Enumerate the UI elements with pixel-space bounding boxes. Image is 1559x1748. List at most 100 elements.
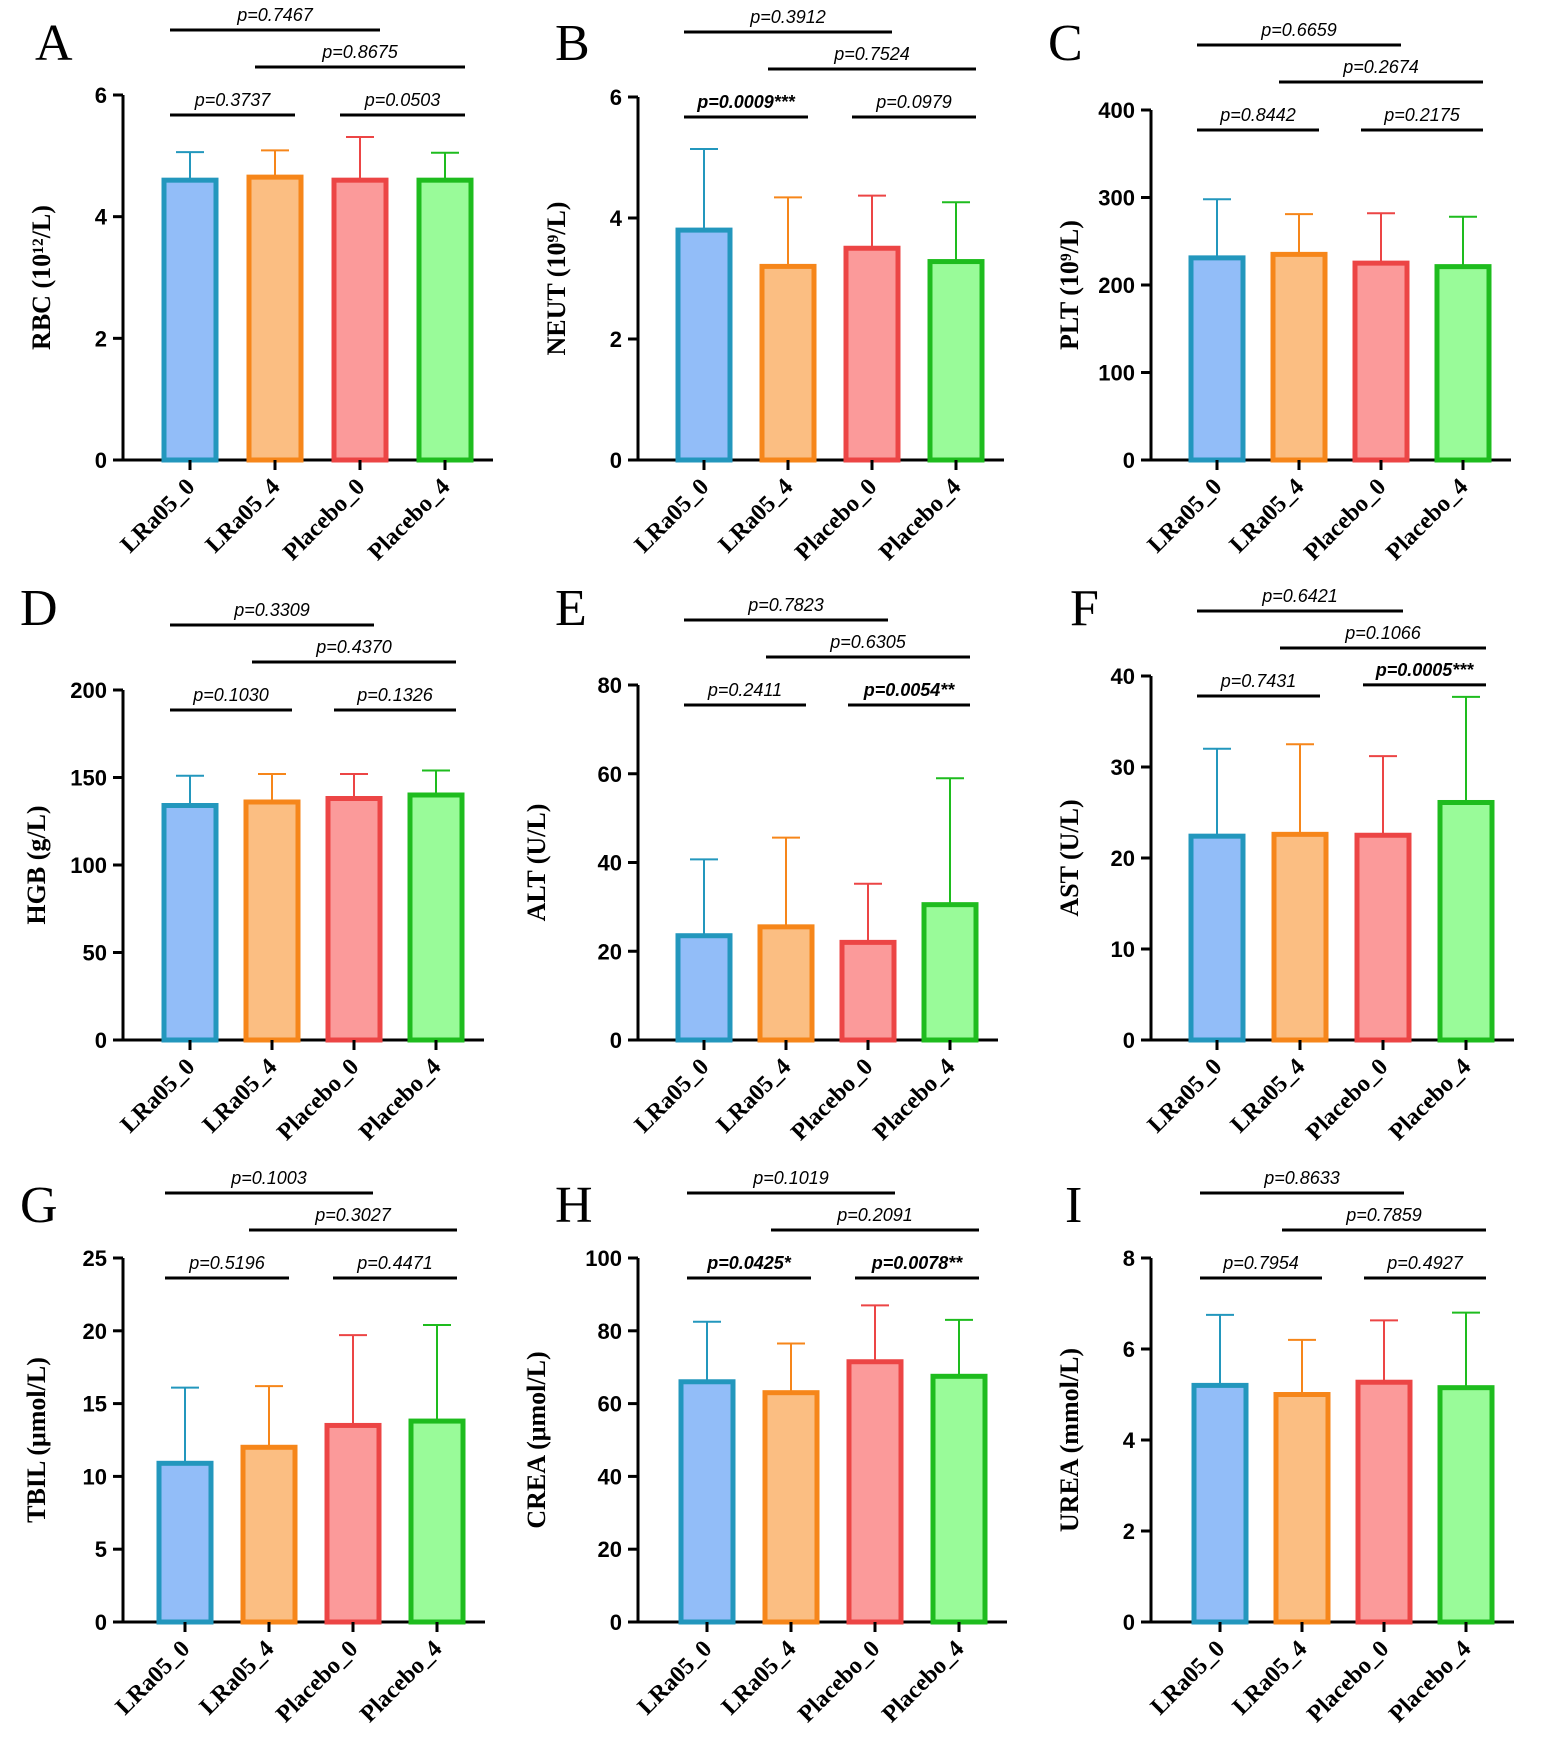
p-value-label: p=0.7431: [1220, 671, 1297, 691]
x-tick-label: Placebo_4: [355, 1636, 447, 1728]
bar: [675, 933, 733, 1043]
p-value-label: p=0.3309: [233, 600, 310, 620]
x-tick-label: LRa05_4: [714, 474, 798, 558]
y-tick-label: 0: [610, 448, 622, 473]
y-tick-label: 0: [95, 1610, 107, 1635]
p-value-label: p=0.4927: [1386, 1253, 1464, 1273]
bar: [846, 1359, 904, 1625]
bar: [1188, 833, 1246, 1043]
bar: [1352, 260, 1410, 463]
p-value-label: p=0.1003: [230, 1168, 307, 1188]
x-tick-label: LRa05_0: [630, 474, 714, 558]
x-tick-label: Placebo_0: [1299, 474, 1391, 566]
x-tick-label: Placebo_0: [1301, 1054, 1393, 1146]
y-tick-label: 6: [95, 83, 107, 108]
y-tick-label: 4: [95, 205, 108, 230]
bar: [408, 1418, 466, 1625]
p-value-label: p=0.2175: [1383, 105, 1461, 125]
chart-panel-h: H CREA (μmol/L) 0 20 40 60 80 100 LRa05_0 LRa05_4…: [522, 1168, 1007, 1728]
bar: [1434, 264, 1492, 463]
y-axis-label: PLT (10⁹/L): [1055, 220, 1084, 350]
bar: [1188, 255, 1246, 463]
p-value-label: p=0.7467: [236, 5, 314, 25]
x-tick-label: Placebo_0: [278, 474, 370, 566]
x-tick-label: LRa05_0: [630, 1054, 714, 1138]
y-tick-label: 20: [83, 1319, 107, 1344]
y-tick-label: 0: [1123, 1610, 1135, 1635]
p-value-label: p=0.3912: [749, 7, 826, 27]
y-tick-label: 40: [598, 1464, 622, 1489]
y-tick-label: 4: [610, 206, 623, 231]
chart-panel-a: A RBC (10¹²/L) 0 2 4 6 LRa05_0 LRa05_4Placebo_0…: [27, 5, 493, 566]
x-tick-label: LRa05_0: [1146, 1636, 1230, 1720]
y-axis-label: TBIL (μmol/L): [22, 1357, 51, 1523]
p-value-label: p=0.7954: [1222, 1253, 1299, 1273]
p-value-label: p=0.5196: [188, 1253, 266, 1273]
bar: [839, 939, 897, 1043]
p-value-label: p=0.0009***: [696, 92, 796, 112]
p-value-label: p=0.7859: [1345, 1205, 1422, 1225]
bar: [1271, 831, 1329, 1043]
x-tick-label: Placebo_4: [868, 1054, 960, 1146]
bar: [1273, 1392, 1331, 1625]
y-tick-label: 4: [1123, 1428, 1136, 1453]
panel-letter: F: [1070, 580, 1099, 637]
x-tick-label: LRa05_4: [717, 1636, 801, 1720]
bar: [407, 792, 465, 1043]
p-value-label: p=0.0979: [875, 92, 952, 112]
bar: [921, 902, 979, 1043]
panel-letter: I: [1065, 1177, 1082, 1234]
y-tick-label: 8: [1123, 1246, 1135, 1271]
p-value-label: p=0.6659: [1260, 20, 1337, 40]
y-tick-label: 30: [1111, 755, 1135, 780]
panel-letter: H: [555, 1177, 593, 1234]
p-value-label: p=0.7823: [747, 595, 824, 615]
p-value-label: p=0.0078**: [871, 1253, 964, 1273]
y-tick-label: 2: [1123, 1519, 1135, 1544]
panel-letter: C: [1048, 15, 1083, 72]
chart-panel-b: B NEUT (10⁹/L) 0 2 4 6 LRa05_0 LRa05_4Placebo_0…: [542, 7, 1004, 566]
p-value-label: p=0.1030: [192, 685, 269, 705]
y-tick-label: 150: [70, 766, 107, 791]
y-tick-label: 6: [610, 85, 622, 110]
bar: [325, 796, 383, 1043]
p-value-label: p=0.0005***: [1375, 660, 1475, 680]
x-tick-label: Placebo_0: [790, 474, 882, 566]
x-tick-label: LRa05_4: [198, 1054, 282, 1138]
y-axis-label: CREA (μmol/L): [522, 1351, 551, 1528]
p-value-label: p=0.4471: [356, 1253, 433, 1273]
x-tick-label: LRa05_0: [633, 1636, 717, 1720]
y-tick-label: 80: [598, 673, 622, 698]
y-tick-label: 400: [1098, 98, 1135, 123]
panel-letter: E: [555, 580, 587, 637]
x-tick-label: Placebo_4: [874, 474, 966, 566]
bar: [324, 1422, 382, 1625]
y-axis-label: AST (U/L): [1055, 799, 1084, 916]
bar: [161, 803, 219, 1043]
bar: [161, 177, 219, 463]
bar: [1191, 1382, 1249, 1625]
x-tick-label: LRa05_4: [1225, 474, 1309, 558]
y-axis-label: UREA (mmol/L): [1055, 1348, 1084, 1532]
p-value-label: p=0.3737: [194, 90, 272, 110]
y-tick-label: 40: [1111, 664, 1135, 689]
x-tick-label: LRa05_0: [111, 1636, 195, 1720]
x-tick-label: LRa05_4: [1228, 1636, 1312, 1720]
y-tick-label: 100: [70, 853, 107, 878]
y-tick-label: 6: [1123, 1337, 1135, 1362]
p-value-label: p=0.1019: [752, 1168, 829, 1188]
x-tick-label: Placebo_4: [1381, 474, 1473, 566]
x-tick-label: Placebo_4: [354, 1054, 446, 1146]
y-tick-label: 200: [70, 678, 107, 703]
y-tick-label: 80: [598, 1319, 622, 1344]
bar: [762, 1390, 820, 1625]
p-value-label: p=0.0503: [364, 90, 441, 110]
p-value-label: p=0.2411: [707, 680, 782, 700]
y-tick-label: 50: [83, 941, 107, 966]
bar: [927, 259, 985, 463]
bar: [416, 177, 474, 463]
bar: [1437, 799, 1495, 1043]
